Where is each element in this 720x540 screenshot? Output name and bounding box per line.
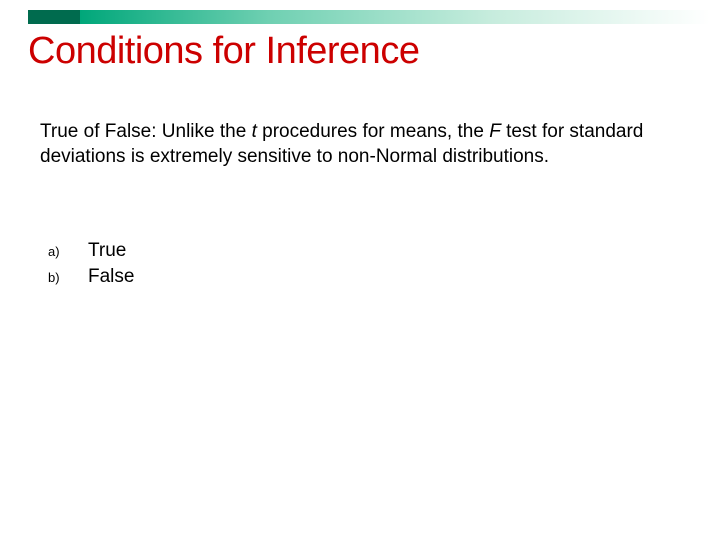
- question-mid: procedures for means, the: [257, 121, 489, 142]
- question-italic-f: F: [489, 121, 501, 142]
- option-row: b) False: [48, 266, 134, 288]
- slide: Conditions for Inference True of False: …: [0, 0, 720, 540]
- options-list: a) True b) False: [48, 240, 134, 292]
- question-pre: True of False: Unlike the: [40, 121, 252, 142]
- slide-title: Conditions for Inference: [28, 30, 419, 73]
- option-text-b: False: [88, 266, 134, 288]
- option-row: a) True: [48, 240, 134, 262]
- option-label-b: b): [48, 270, 88, 285]
- header-bar-gradient: [80, 10, 710, 24]
- option-label-a: a): [48, 244, 88, 259]
- option-text-a: True: [88, 240, 126, 262]
- question-text: True of False: Unlike the t procedures f…: [40, 120, 680, 169]
- header-bar-accent: [28, 10, 80, 24]
- header-bar: [28, 10, 710, 24]
